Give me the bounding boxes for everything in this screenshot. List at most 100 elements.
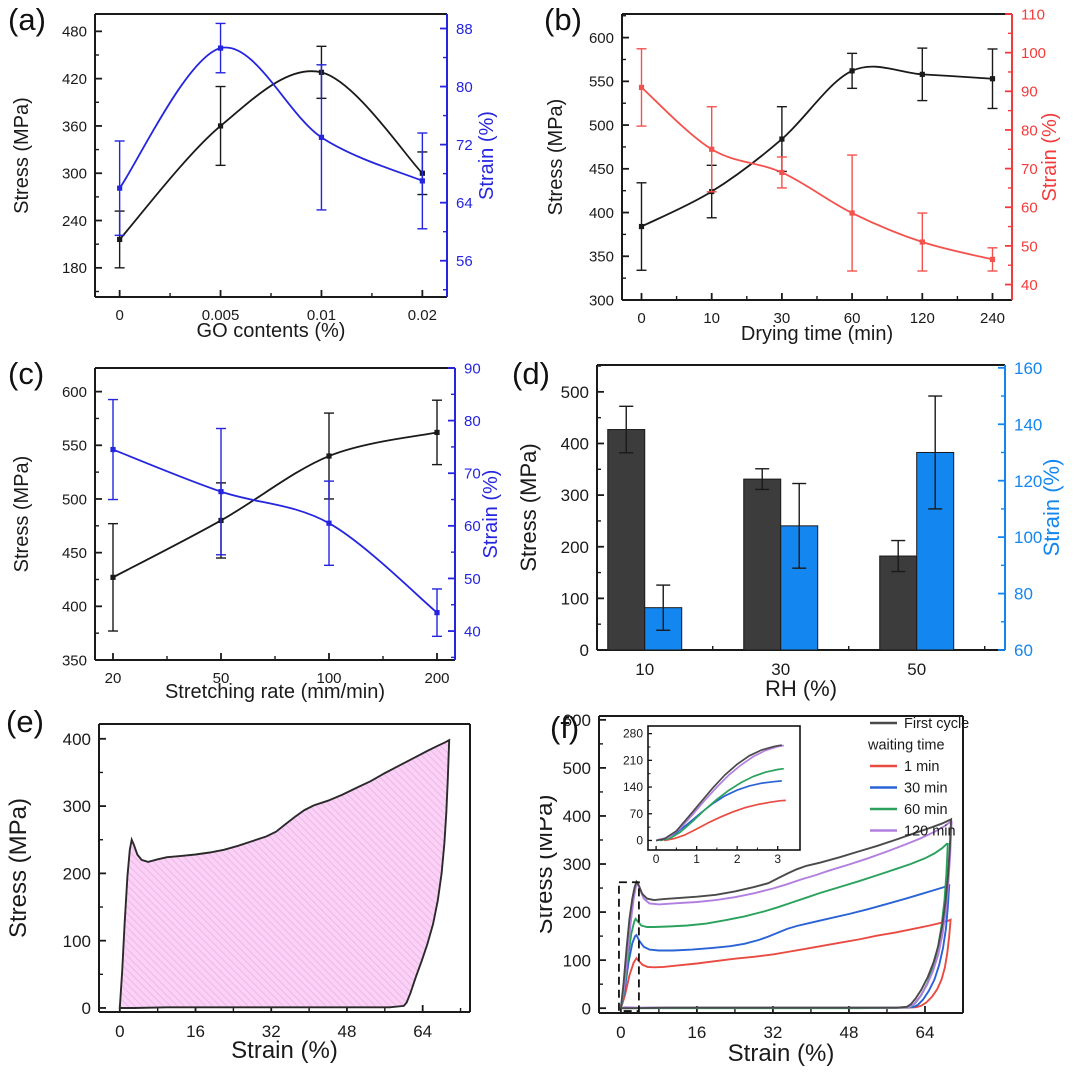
- svg-text:50: 50: [907, 660, 926, 679]
- svg-text:400: 400: [589, 205, 614, 222]
- svg-text:100: 100: [1014, 528, 1042, 547]
- panel-f: (f) 0 100 200 300 400 500 600 Stress (MPa) 0 16 32…: [531, 700, 1080, 1078]
- svg-text:500: 500: [561, 383, 589, 402]
- svg-text:40: 40: [1021, 277, 1038, 294]
- chart-drying-time: 300 350 400 450 500 550 600 Stress (MPa) 40 50 60 7…: [540, 0, 1080, 351]
- svg-text:400: 400: [563, 807, 591, 826]
- svg-text:30: 30: [774, 310, 791, 327]
- svg-text:Stress (MPa): Stress (MPa): [11, 97, 33, 214]
- svg-text:240: 240: [62, 213, 87, 230]
- panel-a: (a) 180 240 300 360 420 480 Stress (MPa) 56 64 72…: [0, 0, 515, 351]
- svg-text:56: 56: [456, 253, 473, 270]
- svg-text:350: 350: [62, 652, 87, 669]
- svg-text:200: 200: [561, 538, 589, 557]
- panel-c: (c) 350 400 450 500 550 600 Stress (MPa) 40 50 60…: [0, 348, 515, 707]
- svg-text:80: 80: [1021, 122, 1038, 139]
- svg-text:0: 0: [115, 1022, 124, 1041]
- svg-text:32: 32: [763, 1023, 782, 1042]
- svg-text:10: 10: [703, 310, 720, 327]
- svg-text:64: 64: [456, 195, 473, 212]
- svg-text:Strain (%): Strain (%): [728, 1040, 835, 1067]
- svg-text:50: 50: [464, 571, 481, 588]
- chart-relative-humidity-bars: 0 100 200 300 400 500 Stress (MPa) 60 80 100 120 14…: [510, 350, 1080, 713]
- panel-d: (d) 0 100 200 300 400 500 Stress (MPa) 60 80 100 1…: [510, 350, 1080, 713]
- svg-text:500: 500: [589, 117, 614, 134]
- svg-text:300: 300: [563, 855, 591, 874]
- svg-text:GO contents (%): GO contents (%): [197, 320, 346, 342]
- svg-text:350: 350: [589, 249, 614, 266]
- svg-text:Stretching rate (mm/min): Stretching rate (mm/min): [165, 681, 385, 702]
- svg-text:30: 30: [771, 660, 790, 679]
- svg-text:70: 70: [1021, 161, 1038, 178]
- svg-text:48: 48: [839, 1023, 858, 1042]
- svg-text:Strain (%): Strain (%): [1039, 113, 1061, 202]
- svg-text:200: 200: [563, 903, 591, 922]
- svg-text:88: 88: [456, 21, 473, 38]
- svg-text:120 min: 120 min: [904, 824, 956, 840]
- svg-text:140: 140: [623, 780, 643, 794]
- svg-text:Strain (%): Strain (%): [480, 470, 502, 559]
- svg-text:64: 64: [916, 1023, 935, 1042]
- svg-text:Stress (MPa): Stress (MPa): [11, 456, 33, 573]
- svg-text:60: 60: [464, 518, 481, 535]
- chart-cyclic-loops: 0 100 200 300 400 500 600 Stress (MPa) 0 16 32 48 64…: [531, 700, 1080, 1078]
- svg-text:First cycle: First cycle: [904, 716, 969, 732]
- svg-text:2: 2: [734, 852, 741, 866]
- svg-text:550: 550: [62, 438, 87, 455]
- svg-text:Stress (MPa): Stress (MPa): [516, 443, 541, 571]
- svg-text:60 min: 60 min: [904, 802, 948, 818]
- panel-label-f: (f): [550, 710, 580, 745]
- panel-label-d: (d): [512, 356, 550, 391]
- svg-text:0: 0: [82, 999, 91, 1018]
- svg-text:110: 110: [1021, 6, 1045, 23]
- svg-text:0: 0: [580, 641, 589, 660]
- svg-text:70: 70: [630, 807, 644, 821]
- chart-hysteresis-loop: 0 100 200 300 400 Stress (MPa) 0 16 32 48 64 Strain…: [0, 702, 520, 1078]
- svg-text:0.02: 0.02: [408, 307, 437, 324]
- svg-text:40: 40: [464, 623, 481, 640]
- svg-text:500: 500: [62, 491, 87, 508]
- svg-text:50: 50: [213, 670, 230, 687]
- svg-text:Strain (%): Strain (%): [231, 1037, 338, 1064]
- svg-text:300: 300: [63, 797, 91, 816]
- svg-text:48: 48: [338, 1022, 357, 1041]
- svg-text:100: 100: [316, 670, 341, 687]
- svg-text:600: 600: [589, 30, 614, 47]
- svg-text:450: 450: [62, 545, 87, 562]
- chart-stretching-rate: 350 400 450 500 550 600 Stress (MPa) 40 50 60 70 80…: [0, 348, 515, 707]
- svg-text:10: 10: [635, 660, 654, 679]
- svg-text:500: 500: [563, 759, 591, 778]
- svg-text:400: 400: [62, 599, 87, 616]
- svg-text:0.01: 0.01: [307, 307, 336, 324]
- svg-text:RH (%): RH (%): [765, 676, 837, 701]
- panel-label-a: (a): [8, 2, 46, 37]
- svg-text:80: 80: [456, 79, 473, 96]
- svg-text:60: 60: [844, 310, 861, 327]
- svg-text:Stress (MPa): Stress (MPa): [545, 99, 567, 216]
- svg-text:280: 280: [623, 727, 643, 741]
- svg-text:80: 80: [464, 413, 481, 430]
- svg-text:100: 100: [563, 951, 591, 970]
- svg-text:120: 120: [1014, 472, 1042, 491]
- svg-text:90: 90: [464, 360, 481, 377]
- svg-text:600: 600: [563, 711, 591, 730]
- svg-text:70: 70: [464, 466, 481, 483]
- svg-text:400: 400: [63, 730, 91, 749]
- svg-text:100: 100: [63, 932, 91, 951]
- svg-text:30 min: 30 min: [904, 781, 948, 797]
- svg-text:50: 50: [1021, 238, 1038, 255]
- panel-label-e: (e): [6, 704, 44, 739]
- svg-text:450: 450: [589, 161, 614, 178]
- svg-text:210: 210: [623, 753, 643, 767]
- panel-label-b: (b): [544, 2, 582, 37]
- svg-text:400: 400: [561, 435, 589, 454]
- svg-text:Stress (MPa): Stress (MPa): [540, 794, 558, 934]
- svg-text:200: 200: [424, 670, 449, 687]
- svg-text:72: 72: [456, 137, 473, 154]
- svg-text:60: 60: [1014, 641, 1033, 660]
- svg-text:160: 160: [1014, 359, 1042, 378]
- svg-text:64: 64: [413, 1022, 432, 1041]
- svg-text:420: 420: [62, 71, 87, 88]
- panel-e: (e) 0 100 200 300 400 Stress (MPa) 0 16 32 48 64 St…: [0, 702, 520, 1078]
